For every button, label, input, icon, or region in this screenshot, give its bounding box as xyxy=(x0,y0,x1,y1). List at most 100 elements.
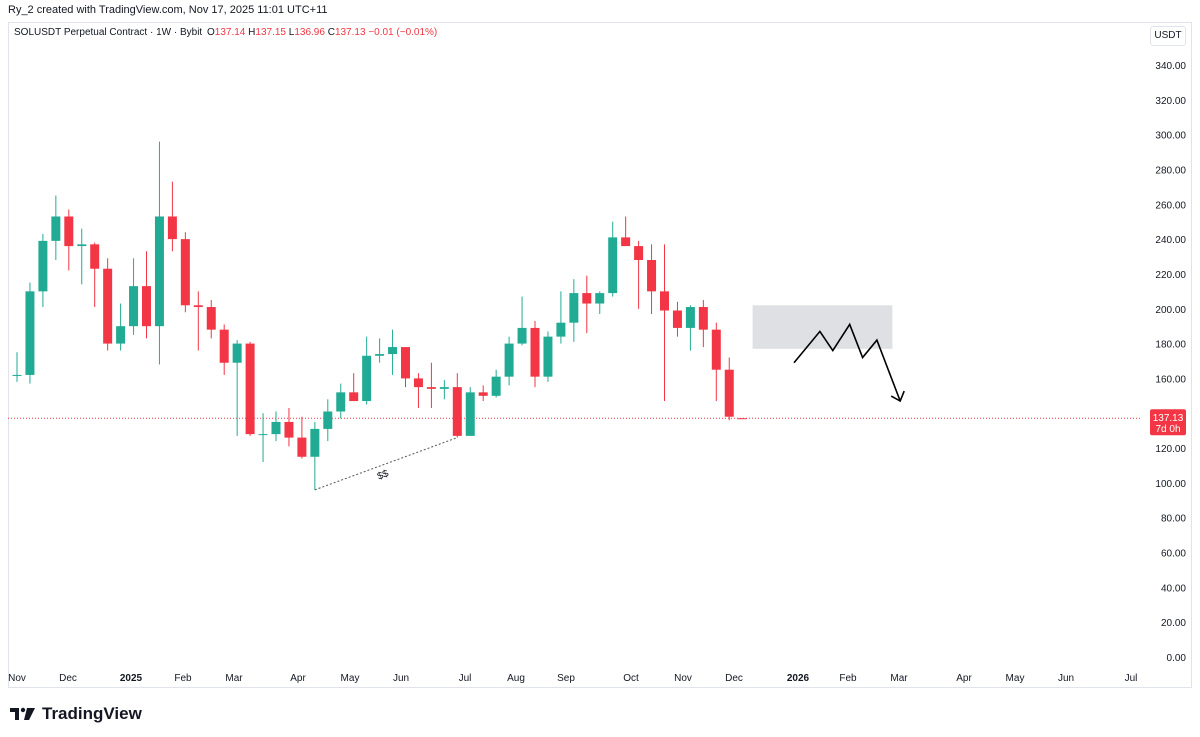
candle-body xyxy=(310,428,320,457)
chart-frame xyxy=(8,22,1192,688)
close-label: C xyxy=(327,27,335,38)
candle-body xyxy=(245,343,255,435)
candle-body xyxy=(180,239,190,306)
x-tick-label: May xyxy=(1006,673,1025,684)
candle-body xyxy=(349,392,359,402)
candle-body xyxy=(711,329,721,370)
candle-body xyxy=(491,376,501,396)
x-tick-label: Jun xyxy=(1058,673,1074,684)
candle-body xyxy=(452,387,462,436)
x-tick-label: Dec xyxy=(59,673,77,684)
candle-body xyxy=(504,343,514,377)
candle-body xyxy=(323,411,333,429)
price-tag xyxy=(1150,409,1186,436)
candle-body xyxy=(284,421,294,438)
candle-body xyxy=(12,374,22,376)
candle-body xyxy=(193,305,203,308)
x-tick-label: Feb xyxy=(174,673,192,684)
candle-body xyxy=(698,307,708,330)
candle-body xyxy=(77,244,87,247)
candle-body xyxy=(685,307,695,328)
candle-body xyxy=(116,326,126,344)
y-tick-label: 320.00 xyxy=(1155,96,1186,107)
low-value: 136.96 xyxy=(294,27,325,38)
candle-body xyxy=(724,369,734,417)
candle-body xyxy=(219,329,229,363)
x-tick-label: Jul xyxy=(1125,673,1138,684)
x-tick-label: Mar xyxy=(225,673,243,684)
open-value: 137.14 xyxy=(214,27,246,38)
y-tick-label: 0.00 xyxy=(1167,653,1187,664)
candle-body xyxy=(38,240,48,292)
candle-body xyxy=(647,260,657,292)
x-tick-label: Mar xyxy=(890,673,908,684)
candle-body xyxy=(569,293,579,323)
tradingview-logo: TradingView xyxy=(10,704,142,724)
currency-button[interactable]: USDT xyxy=(1150,26,1186,46)
candle-body xyxy=(232,343,242,363)
x-tick-label: Feb xyxy=(839,673,857,684)
candle-body xyxy=(530,327,540,377)
candle-body xyxy=(375,354,385,356)
x-tick-label: Jul xyxy=(459,673,472,684)
candle-body xyxy=(478,392,488,396)
y-tick-label: 60.00 xyxy=(1161,549,1186,560)
candle-body xyxy=(297,437,307,457)
candle-body xyxy=(621,237,631,247)
y-tick-label: 160.00 xyxy=(1155,374,1186,385)
x-tick-label: 2025 xyxy=(120,673,143,684)
y-tick-label: 20.00 xyxy=(1161,618,1186,629)
x-tick-label: Apr xyxy=(956,673,972,684)
x-tick-label: Oct xyxy=(623,673,639,684)
x-tick-label: May xyxy=(341,673,360,684)
candle-body xyxy=(608,237,618,294)
brand-name: TradingView xyxy=(42,704,142,723)
y-tick-label: 120.00 xyxy=(1155,444,1186,455)
resistance-zone xyxy=(752,305,893,349)
candle-body xyxy=(167,216,177,240)
y-tick-label: 220.00 xyxy=(1155,270,1186,281)
x-tick-label: Nov xyxy=(8,673,26,684)
candle-body xyxy=(634,246,644,261)
candle-body xyxy=(439,387,449,389)
y-tick-label: 40.00 xyxy=(1161,583,1186,594)
price-tag-countdown: 7d 0h xyxy=(1155,424,1180,435)
candle-body xyxy=(142,286,151,327)
y-tick-label: 100.00 xyxy=(1155,479,1186,490)
candle-body xyxy=(258,434,268,436)
change-value: −0.01 (−0.01%) xyxy=(368,27,438,38)
candle-body xyxy=(271,421,281,435)
candle-body xyxy=(388,347,398,355)
y-tick-label: 260.00 xyxy=(1155,200,1186,211)
candle-body xyxy=(129,286,139,327)
price-tag-value: 137.13 xyxy=(1153,413,1184,424)
candle-body xyxy=(401,347,410,379)
y-tick-label: 340.00 xyxy=(1155,61,1186,72)
low-label: L xyxy=(288,27,295,38)
liquidity-dashed-line xyxy=(314,437,458,491)
y-tick-label: 240.00 xyxy=(1155,235,1186,246)
candle-body xyxy=(660,291,669,311)
close-value: 137.13 xyxy=(334,27,366,38)
candle-body xyxy=(64,216,74,247)
high-label: H xyxy=(248,27,256,38)
candle-body xyxy=(465,392,475,436)
y-tick-label: 300.00 xyxy=(1155,131,1186,142)
y-tick-label: 80.00 xyxy=(1161,514,1186,525)
candle-body xyxy=(543,336,553,377)
x-tick-label: Dec xyxy=(725,673,743,684)
candle-body xyxy=(556,322,566,337)
candle-body xyxy=(336,392,346,412)
candle-body xyxy=(517,327,527,344)
candle-body xyxy=(672,310,682,328)
x-tick-label: Aug xyxy=(507,673,525,684)
candle-body xyxy=(154,216,164,327)
x-tick-label: 2026 xyxy=(787,673,810,684)
projection-path xyxy=(793,322,901,402)
candle-body xyxy=(25,291,35,375)
x-tick-label: Apr xyxy=(290,673,306,684)
y-tick-label: 280.00 xyxy=(1155,165,1186,176)
symbol-title[interactable]: SOLUSDT Perpetual Contract · 1W · Bybit xyxy=(14,27,203,38)
projection-arrowhead xyxy=(890,390,905,403)
